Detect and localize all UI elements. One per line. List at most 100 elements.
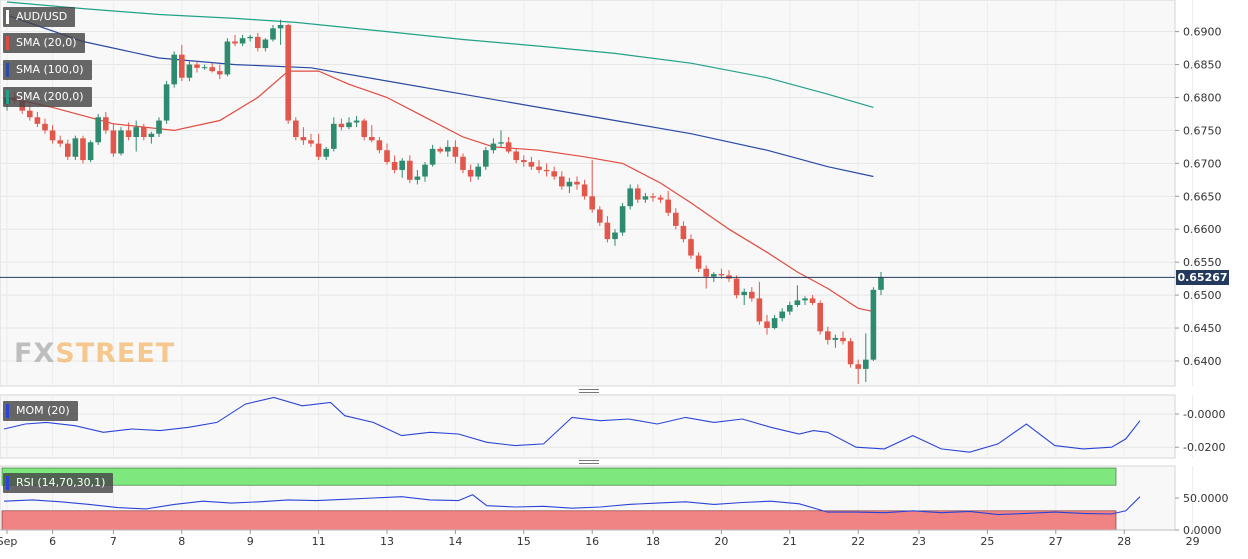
candle [536, 160, 542, 174]
candle-body [794, 300, 801, 305]
candle [80, 135, 86, 164]
x-tick-label: 20 [714, 535, 728, 548]
candle-body [141, 127, 147, 138]
x-tick-label: 16 [585, 535, 599, 548]
candle [277, 19, 284, 45]
candle-body [604, 222, 611, 240]
candle-body [498, 142, 504, 144]
candle-body [270, 28, 276, 40]
sma100-legend[interactable]: SMA (100,0) [3, 60, 92, 80]
y-tick-label: 0.6900 [1183, 26, 1222, 39]
mom-tick-label: -0.0200 [1183, 441, 1225, 454]
x-tick-label: 15 [517, 535, 531, 548]
candle [133, 120, 139, 152]
x-tick-label: 6 [49, 535, 56, 548]
x-tick-label: 14 [448, 535, 462, 548]
candle-body [680, 225, 687, 240]
x-tick-label: 8 [178, 535, 185, 548]
rsi-legend[interactable]: RSI (14,70,30,1) [3, 473, 114, 493]
candle-body [163, 84, 170, 121]
candle [863, 333, 869, 383]
rsi-oversold-zone [1, 510, 1117, 531]
candle-body [171, 54, 177, 85]
x-tick-label: 13 [380, 535, 394, 548]
candle [445, 140, 451, 157]
candle [437, 146, 443, 154]
candle-body [832, 337, 839, 340]
logo-street: STREET [55, 338, 176, 369]
candle-body [764, 321, 770, 329]
candle [787, 301, 793, 315]
candle-body [239, 38, 246, 44]
candle-body [505, 142, 512, 152]
candle [543, 163, 550, 177]
candle [505, 137, 512, 154]
candle [125, 122, 132, 141]
candle [308, 133, 314, 147]
candle-body [551, 171, 557, 177]
candle [657, 194, 664, 203]
candle-body [293, 120, 299, 138]
candle [574, 176, 580, 190]
candle [285, 23, 291, 124]
candle-body [49, 130, 56, 141]
sma20-label: SMA (20,0) [16, 36, 77, 49]
candle-body [445, 146, 451, 152]
candle [414, 169, 421, 185]
candle-body [619, 206, 626, 233]
candle-body [338, 123, 345, 128]
candle [232, 34, 238, 47]
candle-body [536, 166, 542, 170]
candle [528, 156, 535, 170]
candle-body [376, 140, 383, 151]
candle [581, 179, 588, 200]
candle-body [878, 277, 884, 290]
mom-legend[interactable]: MOM (20) [3, 401, 78, 421]
candle-body [673, 212, 679, 226]
candle-body [612, 232, 618, 240]
fxstreet-logo: FXSTREET [14, 338, 175, 369]
candle [247, 34, 253, 42]
candle-body [566, 181, 573, 187]
x-tick-label: 11 [312, 535, 326, 548]
pair-legend[interactable]: AUD/USD [3, 7, 76, 27]
candle-body [308, 140, 314, 144]
sma200-swatch [6, 90, 9, 104]
candle [87, 140, 94, 163]
y-tick-label: 0.6550 [1183, 256, 1222, 269]
pair-swatch [6, 10, 9, 24]
candle-body [384, 150, 390, 163]
candle [72, 135, 79, 161]
candle [361, 118, 367, 141]
candle-body [581, 184, 588, 197]
candle [832, 334, 839, 348]
candle-body [209, 67, 215, 72]
candle [163, 81, 170, 124]
candle-body [870, 289, 877, 360]
candle-body [407, 160, 413, 180]
candle [224, 38, 231, 77]
candle-body [262, 39, 269, 49]
candle [460, 153, 466, 174]
last-price-tag: 0.65267 [1176, 270, 1229, 285]
candle [695, 252, 702, 273]
candle-body [201, 67, 208, 69]
sma200-line [6, 1, 874, 108]
candle-body [323, 148, 329, 157]
sma20-legend[interactable]: SMA (20,0) [3, 33, 85, 53]
sma200-legend[interactable]: SMA (200,0) [3, 87, 92, 107]
candle-body [125, 130, 132, 138]
candle [619, 202, 626, 236]
candle-body [802, 298, 808, 301]
candle [407, 155, 413, 184]
candle [179, 44, 185, 82]
candle-body [422, 164, 428, 177]
candle [604, 216, 611, 243]
candle [353, 115, 360, 128]
x-tick-label: 29 [1186, 535, 1200, 548]
sma100-label: SMA (100,0) [16, 63, 84, 76]
candle [399, 158, 405, 178]
candle-body [414, 176, 421, 180]
candle [559, 171, 565, 190]
